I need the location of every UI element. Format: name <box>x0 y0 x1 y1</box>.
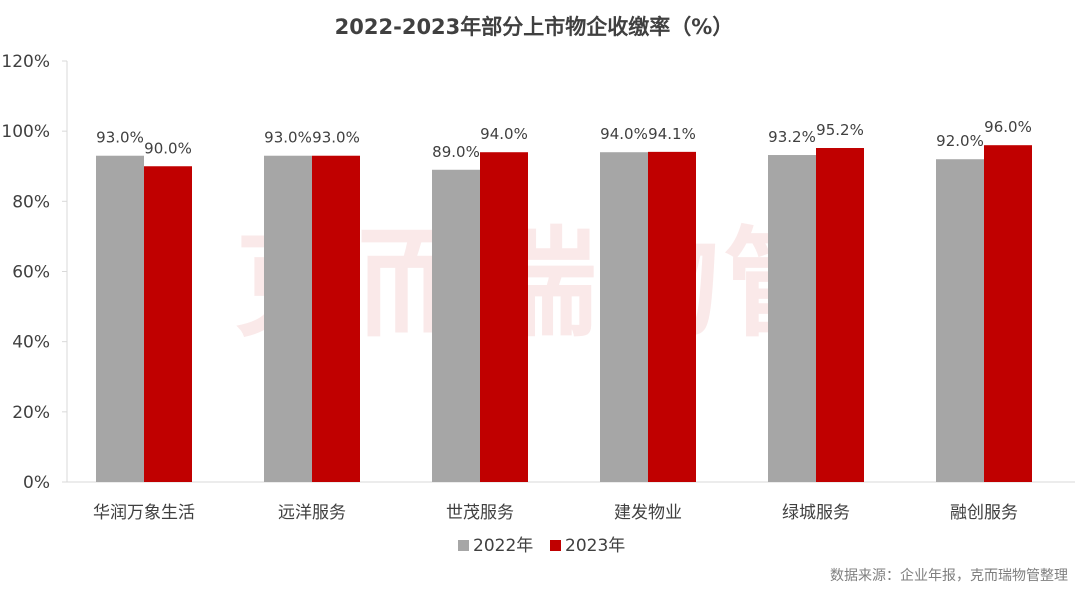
data-label: 94.1% <box>648 125 696 143</box>
data-label: 90.0% <box>144 139 192 157</box>
legend-label-2022: 2022年 <box>473 536 533 556</box>
source-note: 数据来源：企业年报，克而瑞物管整理 <box>830 567 1068 584</box>
bar-2023 <box>480 152 528 482</box>
y-tick-label: 120% <box>1 52 50 72</box>
data-labels-group: 93.0%90.0%93.0% 93.0%89.0%94.0% 94.0% 94.1%… <box>96 118 1032 161</box>
data-label: 93.0% <box>312 129 360 147</box>
bar-2023 <box>144 166 192 482</box>
data-label: 93.2% <box>768 128 816 146</box>
chart-title: 2022-2023年部分上市物企收缴率（%） <box>335 15 734 39</box>
y-tick-label: 20% <box>12 403 50 423</box>
legend-swatch-2022 <box>458 540 469 551</box>
bar-2023 <box>312 155 360 482</box>
bar-2022 <box>936 159 984 482</box>
bar-2022 <box>600 152 648 482</box>
x-axis-categories: 华润万象生活 远洋服务 世茂服务 建发物业 绿城服务 融创服务 <box>93 503 1018 523</box>
x-category-label: 远洋服务 <box>278 503 346 523</box>
data-label: 93.0% <box>264 129 312 147</box>
x-category-label: 绿城服务 <box>782 503 850 523</box>
data-label: 93.0% <box>96 129 144 147</box>
x-category-label: 融创服务 <box>950 503 1018 523</box>
bar-2022 <box>264 155 312 482</box>
bar-2022 <box>432 169 480 482</box>
x-category-label: 华润万象生活 <box>93 503 195 523</box>
legend-swatch-2023 <box>550 540 561 551</box>
data-label: 89.0% <box>432 143 480 161</box>
bar-2022 <box>96 155 144 482</box>
y-tick-label: 80% <box>12 192 50 212</box>
y-tick-label: 60% <box>12 263 50 283</box>
bar-2022 <box>768 155 816 483</box>
data-label: 96.0% <box>984 118 1032 136</box>
y-tick-label: 40% <box>12 333 50 353</box>
data-label: 95.2% <box>816 121 864 139</box>
data-label: 94.0% <box>600 125 648 143</box>
y-axis: 0% 20% 40% 60% 80% 100% 120% <box>1 52 1075 493</box>
bar-2023 <box>816 148 864 483</box>
y-tick-label: 100% <box>1 122 50 142</box>
bar-2023 <box>648 151 696 482</box>
y-tick-label: 0% <box>23 473 50 493</box>
bar-2023 <box>984 145 1032 482</box>
legend-label-2023: 2023年 <box>565 536 625 556</box>
data-label: 94.0% <box>480 125 528 143</box>
legend: 2022年 2023年 <box>458 536 625 556</box>
bars-group <box>96 145 1032 483</box>
x-category-label: 世茂服务 <box>446 503 514 523</box>
x-category-label: 建发物业 <box>614 503 682 523</box>
data-label: 92.0% <box>936 132 984 150</box>
